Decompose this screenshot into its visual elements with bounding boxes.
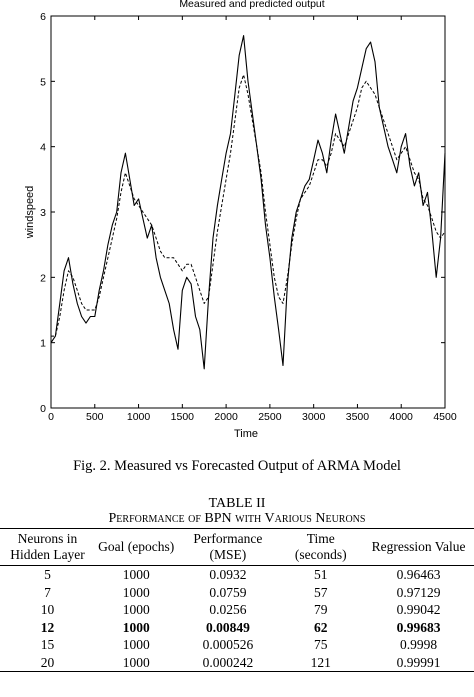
table-cell: 1000 bbox=[122, 654, 150, 670]
table-row: 20 1000 0.000242 121 0.99991 bbox=[0, 654, 474, 672]
table-cell: 1000 bbox=[122, 637, 150, 652]
table-cell: 1000 bbox=[122, 584, 150, 600]
table-cell: 1000 bbox=[122, 567, 150, 582]
x-tick-label: 500 bbox=[86, 411, 104, 423]
table-cell: 0.99042 bbox=[396, 602, 441, 617]
table-row: 10 1000 0.0256 79 0.99042 bbox=[0, 601, 474, 619]
column-header: Goal (epochs) bbox=[98, 539, 175, 554]
chart-title: Measured and predicted output bbox=[179, 0, 324, 10]
plot-frame bbox=[50, 15, 446, 409]
table-row: 15 1000 0.000526 75 0.9998 bbox=[0, 636, 474, 654]
table-cell: 1000 bbox=[122, 602, 150, 617]
table-cell: 0.96463 bbox=[396, 567, 441, 582]
y-tick-label: 1 bbox=[40, 338, 46, 350]
table-cell: 0.97129 bbox=[396, 584, 441, 600]
table-cell: 0.9998 bbox=[400, 637, 438, 652]
x-tick-label: 1500 bbox=[171, 411, 195, 423]
table-row-highlighted: 12 1000 0.00849 62 0.99683 bbox=[0, 619, 474, 637]
y-tick-label: 5 bbox=[40, 76, 46, 88]
y-tick-label: 0 bbox=[40, 403, 46, 415]
table-cell: 10 bbox=[40, 602, 55, 617]
y-axis-label: windspeed bbox=[24, 186, 36, 240]
performance-table: Neurons in Hidden Layer Goal (epochs) Pe… bbox=[0, 528, 474, 672]
x-tick-label: 4500 bbox=[433, 411, 457, 423]
table-cell: 62 bbox=[314, 619, 328, 635]
measured-series-line bbox=[50, 35, 446, 370]
column-header: Performance (MSE) bbox=[193, 531, 263, 562]
y-tick-label: 3 bbox=[40, 207, 46, 219]
y-tick-label: 4 bbox=[40, 142, 46, 154]
figure-caption: Fig. 2. Measured vs Forecasted Output of… bbox=[73, 458, 401, 474]
x-tick-label: 0 bbox=[48, 411, 54, 423]
x-tick-label: 3000 bbox=[302, 411, 326, 423]
y-tick-label: 2 bbox=[40, 272, 46, 284]
table-subtitle: Performance of BPN with Various Neurons bbox=[108, 511, 366, 526]
table-cell: 0.0759 bbox=[209, 584, 247, 600]
table-cell: 7 bbox=[44, 584, 51, 600]
column-header: Neurons in Hidden Layer bbox=[10, 531, 85, 562]
measured-predicted-chart: Measured and predicted output 0 500 1000 15… bbox=[24, 0, 457, 440]
column-header: Time (seconds) bbox=[294, 531, 347, 562]
x-axis-label: Time bbox=[234, 428, 258, 440]
table-cell: 20 bbox=[40, 654, 55, 670]
table-title: TABLE II bbox=[208, 496, 266, 511]
table-cell: 0.000242 bbox=[202, 654, 254, 670]
table-cell: 57 bbox=[314, 584, 328, 600]
plot-area bbox=[50, 35, 446, 370]
y-tick-label: 6 bbox=[40, 11, 46, 23]
table-cell: 0.0932 bbox=[209, 567, 247, 582]
table-cell: 12 bbox=[40, 619, 55, 635]
table-cell: 0.00849 bbox=[205, 619, 250, 635]
table-cell: 0.99991 bbox=[396, 654, 441, 670]
table-header-row: Neurons in Hidden Layer Goal (epochs) Pe… bbox=[0, 528, 474, 566]
table-cell: 0.0256 bbox=[209, 602, 247, 617]
x-tick-label: 3500 bbox=[346, 411, 370, 423]
table-cell: 75 bbox=[314, 637, 328, 652]
table-cell: 15 bbox=[40, 637, 55, 652]
table-row: 5 1000 0.0932 51 0.96463 bbox=[0, 566, 474, 584]
table-cell: 5 bbox=[44, 567, 51, 582]
x-tick-label: 2500 bbox=[258, 411, 282, 423]
x-tick-label: 2000 bbox=[214, 411, 238, 423]
x-tick-label: 4000 bbox=[390, 411, 414, 423]
column-header: Regression Value bbox=[371, 539, 466, 554]
x-tick-label: 1000 bbox=[127, 411, 151, 423]
table-cell: 79 bbox=[314, 602, 328, 617]
predicted-series-line bbox=[51, 74, 446, 337]
table-row: 7 1000 0.0759 57 0.97129 bbox=[0, 584, 474, 602]
chart-axes: 0 500 1000 1500 2000 2500 3000 3500 4000 4500 0 1 2 3… bbox=[40, 11, 457, 423]
table-cell: 0.000526 bbox=[202, 637, 254, 652]
table-cell: 51 bbox=[314, 567, 328, 582]
table-cell: 121 bbox=[310, 654, 331, 670]
table-cell: 1000 bbox=[122, 619, 150, 635]
table-cell: 0.99683 bbox=[396, 619, 441, 635]
